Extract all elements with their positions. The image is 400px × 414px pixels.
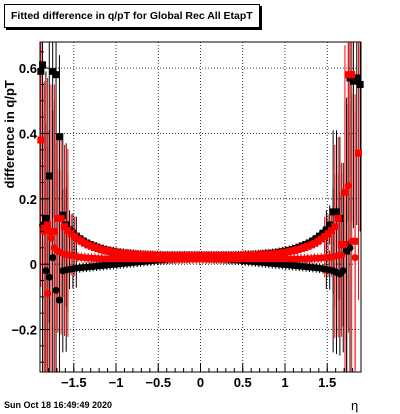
data-point-square <box>348 71 356 79</box>
data-point-circle <box>55 296 63 304</box>
axis-ticks: −1.5 −1 −0.5 0 0.5 1 1.5 −0.2 0 0.2 0.4 0.6 <box>11 51 362 390</box>
y-tick-label: 0 <box>30 257 37 272</box>
data-point-square <box>356 80 364 88</box>
data-point-circle <box>344 182 352 190</box>
data-point-square <box>37 136 45 144</box>
data-point-square <box>60 223 68 231</box>
data-point-square <box>353 74 361 82</box>
x-tick-label: −1 <box>109 375 124 390</box>
x-tick-label: 0 <box>197 375 204 390</box>
x-tick-label: 1.5 <box>318 375 336 390</box>
chart-title: Fitted difference in q/pT for Global Rec… <box>11 10 253 22</box>
data-point-square <box>334 214 342 222</box>
y-tick-label: 0.2 <box>19 192 37 207</box>
data-point-circle <box>40 228 48 236</box>
data-point-square <box>42 214 50 222</box>
y-tick-label: 0.6 <box>19 61 37 76</box>
x-tick-label: 0.5 <box>234 375 252 390</box>
data-point-square <box>322 226 330 234</box>
data-point-square <box>55 133 63 141</box>
data-point-circle <box>346 244 354 252</box>
data-point-square <box>333 208 341 216</box>
data-point-circle <box>52 286 60 294</box>
data-point-circle <box>351 254 359 262</box>
data-point-square <box>354 149 362 157</box>
data-point-circle <box>341 241 349 249</box>
x-axis-label: η <box>351 398 359 413</box>
data-point-square <box>57 214 65 222</box>
y-tick-label: −0.2 <box>11 323 37 338</box>
data-point-circle <box>338 251 346 259</box>
grid <box>40 42 361 372</box>
x-tick-label: −0.5 <box>145 375 171 390</box>
data-point-circle <box>44 290 52 298</box>
data-point-square <box>52 71 60 79</box>
data-point-circle <box>45 273 53 281</box>
data-point-square <box>45 172 53 180</box>
data-point-square <box>343 247 351 255</box>
x-tick-label: 1 <box>281 375 288 390</box>
data-point-square <box>37 67 45 75</box>
y-axis-label: difference in q/pT <box>2 80 17 189</box>
chart-title-box: Fitted difference in q/pT for Global Rec… <box>4 4 260 28</box>
data-point-circle <box>348 237 356 245</box>
y-tick-label: 0.4 <box>19 126 38 141</box>
data-point-square <box>327 227 335 235</box>
data-point-square <box>326 221 334 229</box>
markers <box>37 61 364 304</box>
data-point-circle <box>42 267 50 275</box>
data-point-circle <box>49 254 57 262</box>
data-point-square <box>50 228 58 236</box>
data-point-square <box>44 221 52 229</box>
timestamp: Sun Oct 18 16:49:49 2020 <box>4 400 113 410</box>
data-point-square <box>39 61 47 69</box>
data-point-square <box>341 188 349 196</box>
data-point-circle <box>339 267 347 275</box>
data-point-square <box>331 223 339 231</box>
x-tick-label: −1.5 <box>61 375 87 390</box>
data-point-circle <box>47 234 55 242</box>
